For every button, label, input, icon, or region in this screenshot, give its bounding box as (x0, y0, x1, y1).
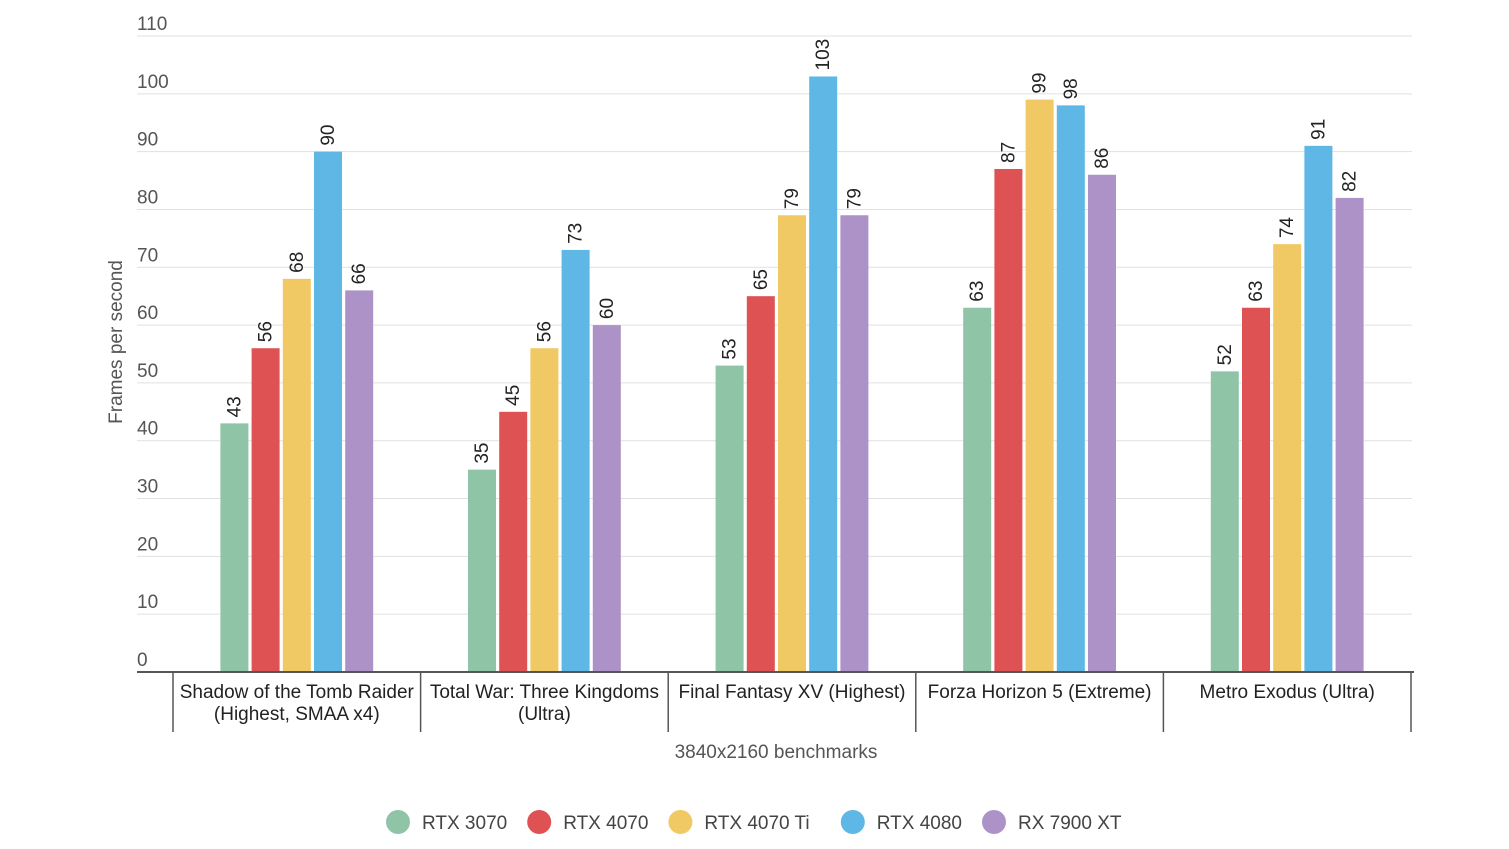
x-category-label: Total War: Three Kingdoms (430, 682, 659, 703)
bar-value-label: 87 (998, 142, 1019, 163)
x-category-label: (Highest, SMAA x4) (214, 704, 380, 725)
bar (499, 411, 528, 672)
bar (345, 290, 374, 672)
y-tick-label: 20 (137, 534, 158, 555)
bar-value-label: 56 (534, 321, 555, 342)
y-tick-labels: 0 10 20 30 40 50 60 70 80 90 100 110 (137, 14, 169, 671)
y-tick-label: 0 (137, 650, 148, 671)
legend-swatch (527, 810, 552, 834)
x-axis (137, 671, 1414, 732)
y-tick-label: 80 (137, 187, 158, 208)
bar (963, 307, 992, 672)
y-tick-label: 30 (137, 477, 158, 498)
bar (592, 325, 621, 672)
bar-value-label: 65 (751, 269, 772, 290)
bar-value-label: 79 (844, 188, 865, 209)
x-category-label: Forza Horizon 5 (Extreme) (928, 682, 1152, 703)
x-category-label: Final Fantasy XV (Highest) (678, 682, 905, 703)
bar (1088, 174, 1116, 672)
bar (1025, 99, 1054, 673)
bar-value-label: 91 (1308, 119, 1329, 140)
bar-value-label: 35 (472, 442, 493, 463)
bar (1335, 197, 1364, 672)
bar (715, 365, 744, 672)
x-axis-title: 3840x2160 benchmarks (675, 742, 878, 763)
bar (561, 249, 590, 672)
bar (1273, 244, 1302, 673)
bar-value-label: 98 (1061, 78, 1082, 99)
y-tick-label: 40 (137, 419, 158, 440)
y-tick-label: 70 (137, 245, 158, 266)
bar (530, 348, 559, 672)
bar-value-label: 60 (597, 298, 618, 319)
y-axis-title: Frames per second (106, 260, 127, 424)
bar-value-label: 66 (349, 263, 370, 284)
legend-label: RTX 3070 (422, 813, 507, 834)
bar (1242, 307, 1270, 672)
bar (282, 278, 311, 672)
bar (468, 469, 496, 672)
bar-value-label: 79 (782, 188, 803, 209)
y-tick-label: 100 (137, 72, 169, 93)
bar (746, 296, 775, 672)
legend-label: RTX 4070 Ti (704, 813, 809, 834)
bar-value-label: 52 (1215, 344, 1236, 365)
legend-label: RX 7900 XT (1018, 813, 1122, 834)
legend-swatch (386, 810, 410, 834)
bar (1210, 371, 1239, 672)
bar (220, 423, 249, 672)
bar-value-label: 82 (1340, 171, 1361, 192)
legend-label: RTX 4080 (877, 813, 962, 834)
bar-value-label: 99 (1030, 72, 1051, 93)
legend-swatch (668, 810, 693, 834)
bar (1304, 145, 1333, 672)
legend-label: RTX 4070 (563, 813, 648, 834)
y-tick-label: 50 (137, 361, 158, 382)
bar-value-labels: 43 56 68 90 66 35 45 56 73 60 53 65 79 103 79 63 87 99 98 8… (224, 39, 1360, 464)
bar-value-label: 90 (318, 124, 339, 145)
x-category-label: Shadow of the Tomb Raider (180, 682, 415, 703)
bar-value-label: 63 (1246, 281, 1267, 302)
bar (1056, 105, 1085, 672)
legend-swatch (982, 810, 1006, 834)
bar-value-label: 73 (566, 223, 587, 244)
bar-value-label: 45 (503, 385, 524, 406)
y-tick-label: 110 (137, 14, 167, 35)
legend-swatch (840, 810, 865, 834)
bar (314, 151, 342, 673)
bar (840, 215, 869, 672)
bar-value-label: 56 (256, 321, 277, 342)
bar-value-label: 68 (287, 252, 308, 273)
bar-value-label: 86 (1092, 148, 1113, 169)
bar (809, 76, 838, 673)
bar-value-label: 103 (813, 39, 834, 71)
y-tick-label: 90 (137, 130, 158, 151)
bar-value-label: 63 (967, 281, 988, 302)
bar-marks (220, 76, 1364, 673)
x-category-label: (Ultra) (518, 704, 571, 725)
legend: RTX 3070 RTX 4070 RTX 4070 Ti RTX 4080 RX 79… (386, 810, 1122, 834)
x-category-labels: Shadow of the Tomb Raider(Highest, SMAA … (180, 682, 1375, 725)
bar (994, 168, 1023, 672)
bar-value-label: 43 (224, 396, 245, 417)
bar-value-label: 74 (1277, 217, 1298, 239)
bar (251, 348, 280, 672)
y-tick-label: 60 (137, 303, 158, 324)
y-tick-label: 10 (137, 592, 158, 613)
bar-value-label: 53 (720, 338, 741, 359)
bar (778, 215, 806, 672)
x-category-label: Metro Exodus (Ultra) (1200, 682, 1375, 703)
